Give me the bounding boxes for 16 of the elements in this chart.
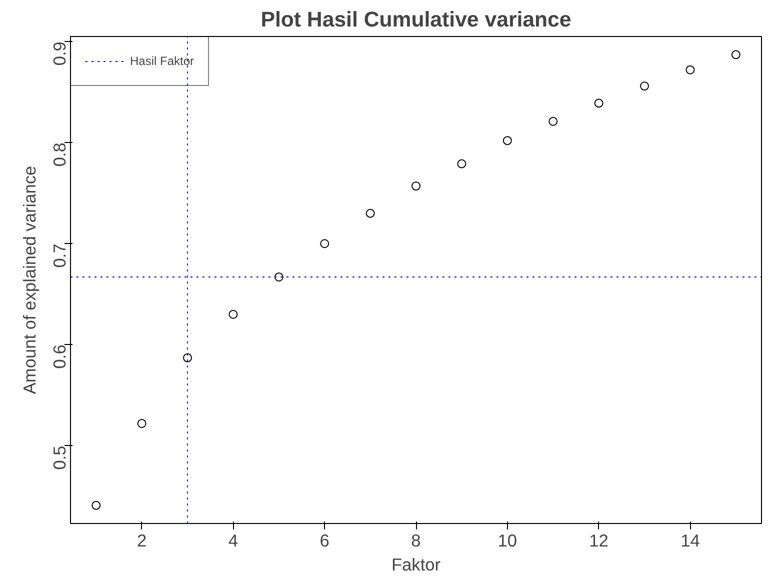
x-tick-label: 4 [228, 530, 238, 550]
ref-line-label: Hasil Faktor [130, 54, 194, 68]
y-tick-label: 0.6 [50, 344, 70, 369]
x-tick-label: 6 [320, 530, 330, 550]
x-tick-label: 8 [411, 530, 421, 550]
y-axis-title: Amount of explained variance [20, 166, 40, 394]
x-tick-label: 14 [680, 530, 700, 550]
y-tick-label: 0.9 [50, 42, 70, 66]
y-tick-label: 0.7 [50, 244, 70, 268]
x-axis-title: Faktor [391, 554, 441, 574]
x-tick-label: 10 [498, 530, 518, 550]
y-tick-label: 0.5 [50, 446, 70, 470]
y-tick-label: 0.8 [50, 142, 70, 167]
x-tick-label: 2 [136, 530, 147, 550]
x-tick-label: 12 [589, 530, 608, 550]
chart-title: Plot Hasil Cumulative variance [260, 8, 572, 32]
